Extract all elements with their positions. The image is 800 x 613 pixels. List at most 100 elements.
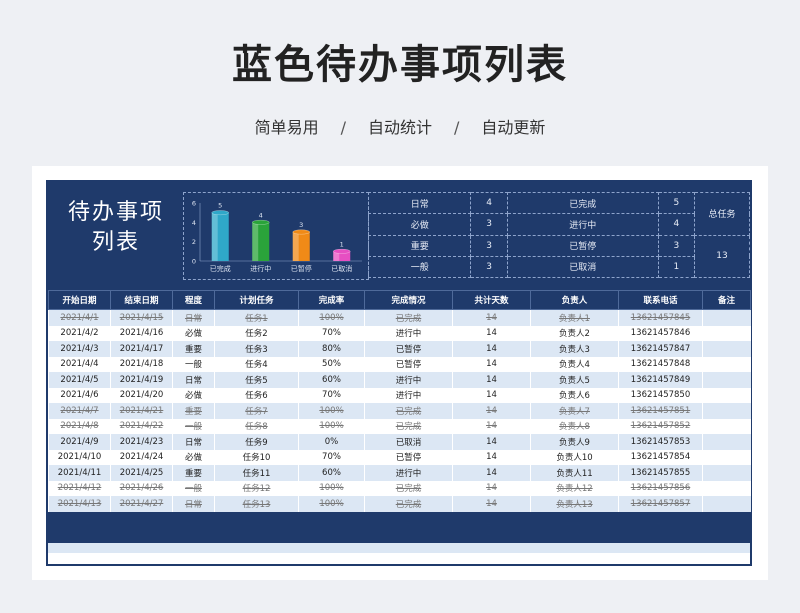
table-cell[interactable] bbox=[702, 356, 751, 372]
table-cell[interactable]: 已暂停 bbox=[364, 449, 453, 465]
table-cell[interactable]: 任务10 bbox=[214, 449, 299, 465]
table-cell[interactable] bbox=[702, 434, 751, 450]
table-cell[interactable]: 日常 bbox=[172, 434, 215, 450]
table-cell[interactable]: 任务3 bbox=[214, 341, 299, 357]
table-cell[interactable]: 任务7 bbox=[214, 403, 299, 419]
table-cell[interactable]: 2021/4/12 bbox=[48, 480, 111, 496]
table-row[interactable]: 2021/4/7 2021/4/21 重要 任务7 100% 已完成 14 负责人7 13621… bbox=[48, 403, 751, 419]
table-cell[interactable]: 50% bbox=[298, 356, 365, 372]
table-cell[interactable]: 13621457854 bbox=[618, 449, 703, 465]
table-cell[interactable]: 负责人13 bbox=[530, 496, 619, 512]
table-cell[interactable]: 进行中 bbox=[364, 387, 453, 403]
table-cell[interactable]: 已完成 bbox=[364, 480, 453, 496]
table-cell[interactable]: 2021/4/22 bbox=[110, 418, 173, 434]
column-header[interactable]: 共计天数 bbox=[452, 290, 531, 310]
column-header[interactable]: 计划任务 bbox=[214, 290, 299, 310]
column-header[interactable]: 备注 bbox=[702, 290, 751, 310]
table-cell[interactable]: 负责人9 bbox=[530, 434, 619, 450]
table-row[interactable]: 2021/4/6 2021/4/20 必做 任务6 70% 进行中 14 负责人6 136214… bbox=[48, 387, 751, 403]
table-cell[interactable] bbox=[702, 449, 751, 465]
table-cell[interactable]: 任务5 bbox=[214, 372, 299, 388]
column-header[interactable]: 完成率 bbox=[298, 290, 365, 310]
table-cell[interactable]: 14 bbox=[452, 325, 531, 341]
stats-cell-count[interactable]: 5 bbox=[657, 191, 696, 215]
table-cell[interactable]: 日常 bbox=[172, 372, 215, 388]
column-header[interactable]: 完成情况 bbox=[364, 290, 453, 310]
stats-cell-value[interactable]: 4 bbox=[470, 191, 508, 215]
table-cell[interactable]: 13621457850 bbox=[618, 387, 703, 403]
table-cell[interactable]: 2021/4/19 bbox=[110, 372, 173, 388]
table-cell[interactable]: 2021/4/10 bbox=[48, 449, 111, 465]
table-row[interactable]: 2021/4/3 2021/4/17 重要 任务3 80% 已暂停 14 负责人3 136214… bbox=[48, 341, 751, 357]
column-header[interactable]: 联系电话 bbox=[618, 290, 703, 310]
table-cell[interactable]: 负责人8 bbox=[530, 418, 619, 434]
table-cell[interactable]: 重要 bbox=[172, 403, 215, 419]
table-cell[interactable]: 14 bbox=[452, 434, 531, 450]
table-cell[interactable]: 100% bbox=[298, 418, 365, 434]
table-cell[interactable]: 14 bbox=[452, 372, 531, 388]
stats-cell-label[interactable]: 一般 bbox=[367, 255, 472, 279]
table-cell[interactable]: 任务2 bbox=[214, 325, 299, 341]
table-cell[interactable]: 2021/4/4 bbox=[48, 356, 111, 372]
table-cell[interactable]: 负责人6 bbox=[530, 387, 619, 403]
table-cell[interactable]: 2021/4/3 bbox=[48, 341, 111, 357]
table-cell[interactable]: 任务11 bbox=[214, 465, 299, 481]
table-cell[interactable]: 负责人2 bbox=[530, 325, 619, 341]
table-cell[interactable]: 60% bbox=[298, 465, 365, 481]
table-cell[interactable]: 必做 bbox=[172, 387, 215, 403]
table-cell[interactable]: 14 bbox=[452, 356, 531, 372]
table-cell[interactable]: 70% bbox=[298, 449, 365, 465]
table-cell[interactable]: 2021/4/16 bbox=[110, 325, 173, 341]
table-cell[interactable]: 一般 bbox=[172, 480, 215, 496]
table-cell[interactable]: 重要 bbox=[172, 465, 215, 481]
stats-cell-status[interactable]: 进行中 bbox=[506, 213, 659, 236]
table-cell[interactable]: 任务9 bbox=[214, 434, 299, 450]
table-cell[interactable]: 14 bbox=[452, 387, 531, 403]
table-row[interactable]: 2021/4/2 2021/4/16 必做 任务2 70% 进行中 14 负责人2 136214… bbox=[48, 325, 751, 341]
table-row[interactable]: 2021/4/10 2021/4/24 必做 任务10 70% 已暂停 14 负责人10 136… bbox=[48, 449, 751, 465]
table-cell[interactable]: 任务12 bbox=[214, 480, 299, 496]
table-cell[interactable]: 14 bbox=[452, 496, 531, 512]
table-cell[interactable]: 已暂停 bbox=[364, 356, 453, 372]
table-cell[interactable]: 负责人7 bbox=[530, 403, 619, 419]
table-cell[interactable]: 日常 bbox=[172, 309, 215, 326]
table-cell[interactable]: 14 bbox=[452, 309, 531, 326]
table-cell[interactable]: 100% bbox=[298, 480, 365, 496]
table-cell[interactable]: 已暂停 bbox=[364, 341, 453, 357]
table-cell[interactable]: 13621457847 bbox=[618, 341, 703, 357]
stats-cell-label[interactable]: 必做 bbox=[367, 213, 472, 236]
table-cell[interactable]: 2021/4/26 bbox=[110, 480, 173, 496]
table-cell[interactable] bbox=[702, 341, 751, 357]
table-cell[interactable]: 2021/4/21 bbox=[110, 403, 173, 419]
stats-cell-count[interactable]: 3 bbox=[657, 234, 696, 257]
table-cell[interactable]: 重要 bbox=[172, 341, 215, 357]
table-cell[interactable]: 已完成 bbox=[364, 496, 453, 512]
column-header[interactable]: 程度 bbox=[172, 290, 215, 310]
table-cell[interactable]: 已完成 bbox=[364, 418, 453, 434]
stats-cell-status[interactable]: 已取消 bbox=[506, 255, 659, 279]
table-row[interactable]: 2021/4/13 2021/4/27 日常 任务13 100% 已完成 14 负责人13 13… bbox=[48, 496, 751, 512]
table-cell[interactable]: 13621457855 bbox=[618, 465, 703, 481]
table-cell[interactable]: 负责人11 bbox=[530, 465, 619, 481]
table-cell[interactable]: 13621457856 bbox=[618, 480, 703, 496]
table-cell[interactable]: 14 bbox=[452, 403, 531, 419]
table-cell[interactable]: 2021/4/18 bbox=[110, 356, 173, 372]
stats-cell-label[interactable]: 日常 bbox=[367, 191, 472, 215]
table-cell[interactable]: 13621457845 bbox=[618, 309, 703, 326]
table-cell[interactable] bbox=[702, 496, 751, 512]
table-cell[interactable]: 2021/4/5 bbox=[48, 372, 111, 388]
table-cell[interactable]: 2021/4/1 bbox=[48, 309, 111, 326]
table-cell[interactable]: 13621457848 bbox=[618, 356, 703, 372]
table-cell[interactable]: 负责人5 bbox=[530, 372, 619, 388]
table-cell[interactable]: 一般 bbox=[172, 418, 215, 434]
table-row[interactable]: 2021/4/9 2021/4/23 日常 任务9 0% 已取消 14 负责人9 1362145… bbox=[48, 434, 751, 450]
table-cell[interactable]: 任务13 bbox=[214, 496, 299, 512]
table-row[interactable]: 2021/4/1 2021/4/15 日常 任务1 100% 已完成 14 负责人1 13621… bbox=[48, 309, 751, 326]
table-row[interactable]: 2021/4/11 2021/4/25 重要 任务11 60% 进行中 14 负责人11 136… bbox=[48, 465, 751, 481]
stats-cell-status[interactable]: 已暂停 bbox=[506, 234, 659, 257]
table-cell[interactable]: 2021/4/17 bbox=[110, 341, 173, 357]
table-cell[interactable]: 2021/4/11 bbox=[48, 465, 111, 481]
table-cell[interactable]: 进行中 bbox=[364, 372, 453, 388]
table-cell[interactable]: 任务6 bbox=[214, 387, 299, 403]
table-cell[interactable] bbox=[702, 309, 751, 326]
